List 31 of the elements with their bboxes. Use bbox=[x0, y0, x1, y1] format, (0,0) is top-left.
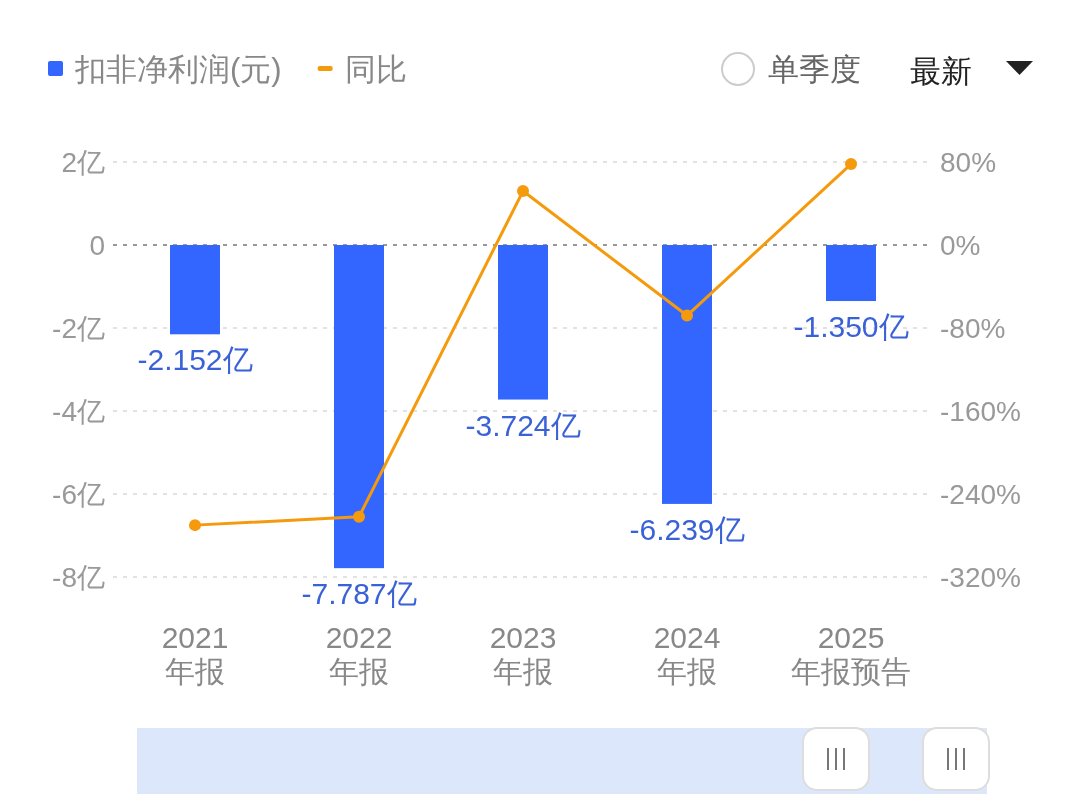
y2-tick-label: 0% bbox=[940, 230, 981, 261]
y2-tick-label: -80% bbox=[940, 313, 1006, 344]
point bbox=[353, 510, 365, 523]
x-tick-label: 2021 年报 bbox=[161, 621, 229, 688]
data-label: -1.350亿 bbox=[793, 310, 909, 344]
y2-tick-label: -320% bbox=[940, 562, 1021, 593]
x-tick-label: 2022 年报 bbox=[325, 621, 393, 688]
y2-tick-label: -240% bbox=[940, 479, 1021, 510]
y-tick-label: 0 bbox=[89, 230, 105, 261]
point bbox=[517, 185, 529, 198]
point bbox=[845, 158, 857, 171]
point bbox=[189, 519, 201, 532]
data-label: -2.152亿 bbox=[137, 343, 253, 377]
y-tick-label: 2亿 bbox=[61, 147, 105, 178]
text: 单季度 bbox=[768, 52, 861, 87]
y2-tick-label: -160% bbox=[940, 396, 1021, 427]
text: 最新 bbox=[910, 54, 972, 89]
point bbox=[681, 309, 693, 322]
y-tick-label: -8亿 bbox=[52, 562, 105, 593]
data-label: -6.239亿 bbox=[629, 512, 745, 546]
y-tick-label: -2亿 bbox=[52, 313, 105, 344]
data-label: -7.787亿 bbox=[301, 577, 417, 611]
y-tick-label: -4亿 bbox=[52, 396, 105, 427]
data-label: -3.724亿 bbox=[465, 408, 581, 442]
x-tick-label: 2024 年报 bbox=[653, 621, 721, 688]
legend-label: 同比 bbox=[344, 52, 407, 87]
y2-tick-label: 80% bbox=[940, 147, 997, 178]
x-tick-label: 2025 年报预告 bbox=[791, 621, 911, 688]
y-tick-label: -6亿 bbox=[52, 479, 105, 510]
x-tick-label: 2023 年报 bbox=[489, 621, 557, 688]
legend-label: 扣非净利润(元) bbox=[74, 52, 282, 87]
